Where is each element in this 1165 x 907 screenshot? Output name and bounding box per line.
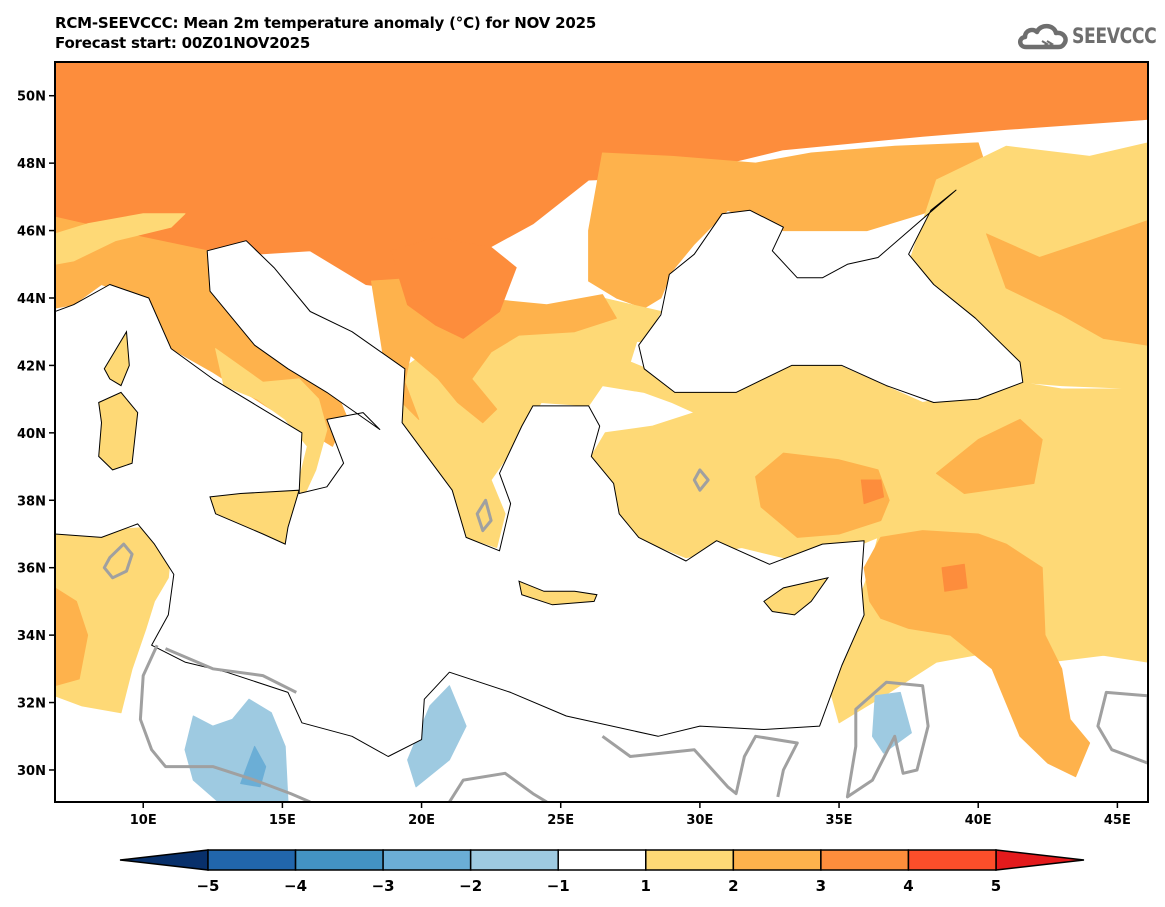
colorbar-segment xyxy=(732,849,822,871)
colorbar-label: −1 xyxy=(547,877,570,895)
colorbar-segment xyxy=(294,849,384,871)
lon-tick-label: 40E xyxy=(965,813,992,828)
colorbar-segment xyxy=(382,849,472,871)
zero-contour-greece-ring xyxy=(475,498,493,533)
colorbar-over-triangle xyxy=(995,849,1085,871)
logo-text: SEEVCCC xyxy=(1072,24,1157,48)
anomaly-region-anatolia-east-2to3 xyxy=(936,418,1043,494)
anomaly-region-italy-alps-1to2 xyxy=(55,213,186,265)
lon-tick-label: 10E xyxy=(130,813,157,828)
colorbar-label: −5 xyxy=(196,877,219,895)
map-frame xyxy=(54,61,1149,803)
zero-contour-egypt-line xyxy=(448,771,548,802)
anomaly-fill-layer xyxy=(55,62,1148,802)
island-sicily xyxy=(209,489,300,545)
colorbar-label: 2 xyxy=(728,877,738,895)
lat-tick-label: 46N xyxy=(17,225,46,240)
colorbar-under-triangle xyxy=(119,849,209,871)
cloud-icon xyxy=(1018,23,1068,50)
lat-tick-label: 40N xyxy=(17,427,46,442)
chart-title-block: RCM-SEEVCCC: Mean 2m temperature anomaly… xyxy=(55,13,596,53)
colorbar-label: −4 xyxy=(284,877,307,895)
lat-tick-label: 38N xyxy=(17,494,46,509)
lat-tick-label: 34N xyxy=(17,629,46,644)
island-sardinia xyxy=(98,391,139,471)
zero-contour-jordan-ring xyxy=(845,680,930,799)
zero-contour-layer xyxy=(102,468,1148,802)
lon-tick-label: 35E xyxy=(826,813,853,828)
lat-tick-label: 50N xyxy=(17,90,46,105)
lat-tick-label: 44N xyxy=(17,292,46,307)
colorbar-label: −3 xyxy=(372,877,395,895)
chart-title: RCM-SEEVCCC: Mean 2m temperature anomaly… xyxy=(55,14,597,32)
anomaly-region-syria-3to4 xyxy=(941,563,968,592)
colorbar-segment xyxy=(469,849,559,871)
lat-tick-label: 42N xyxy=(17,359,46,374)
lat-tick-label: 48N xyxy=(17,157,46,172)
anomaly-region-ukraine-2to3 xyxy=(588,142,993,309)
zero-contour-iraq-ring xyxy=(1096,690,1148,765)
anomaly-region-anatolia-2to3 xyxy=(755,452,890,538)
map-plot-area xyxy=(55,62,1148,802)
colorbar-label: −2 xyxy=(459,877,482,895)
anomaly-region-turkey-central-3to4 xyxy=(860,479,885,505)
colorbar-segment xyxy=(645,849,735,871)
lat-tick-label: 36N xyxy=(17,562,46,577)
lon-tick-label: 15E xyxy=(269,813,296,828)
zero-contour-libya-line xyxy=(138,644,311,802)
water-layer xyxy=(55,189,1024,757)
forecast-start: Forecast start: 00Z01NOV2025 xyxy=(55,34,311,52)
colorbar-segment xyxy=(820,849,910,871)
colorbar-segment xyxy=(557,849,647,871)
seevccc-logo: SEEVCCC xyxy=(1018,22,1165,50)
island-crete xyxy=(518,580,598,606)
water-black-sea xyxy=(638,189,1024,403)
anomaly-region-russia-east-2to3 xyxy=(986,220,1148,346)
island-cyprus xyxy=(763,577,830,616)
lon-tick-label: 20E xyxy=(408,813,435,828)
zero-contour-tunisia-ring xyxy=(102,542,134,580)
colorbar: −5 −4 −3 −2 −1 1 2 3 4 5 xyxy=(119,849,1085,895)
lon-tick-label: 45E xyxy=(1104,813,1131,828)
lat-tick-label: 32N xyxy=(17,697,46,712)
colorbar-segment xyxy=(907,849,997,871)
island-corsica xyxy=(103,330,130,387)
zero-contour-turkey-ring xyxy=(692,468,710,492)
lon-tick-label: 25E xyxy=(547,813,574,828)
colorbar-segment xyxy=(207,849,297,871)
colorbar-label: 5 xyxy=(991,877,1001,895)
anomaly-region-libya-cold-east xyxy=(407,685,467,788)
lat-tick-label: 30N xyxy=(17,764,46,779)
colorbar-label: 3 xyxy=(816,877,826,895)
islands-layer xyxy=(98,330,830,616)
zero-contour-egypt-east-line xyxy=(601,734,799,798)
water-mediterranean xyxy=(55,240,865,757)
latitude-axis: 50N 48N 46N 44N 42N 40N 38N 36N 34N 32N 30N xyxy=(17,90,55,779)
anomaly-region-serbia-3to4 xyxy=(390,236,517,339)
anomaly-region-algeria-2to3 xyxy=(55,587,89,687)
lon-tick-label: 30E xyxy=(686,813,713,828)
zero-contour-libya-coast-line xyxy=(164,647,297,694)
colorbar-label: 1 xyxy=(641,877,651,895)
longitude-axis: 10E 15E 20E 25E 30E 35E 40E 45E xyxy=(130,802,1131,828)
anomaly-region-syria-iraq-2to3 xyxy=(863,530,1091,778)
colorbar-label: 4 xyxy=(903,877,913,895)
